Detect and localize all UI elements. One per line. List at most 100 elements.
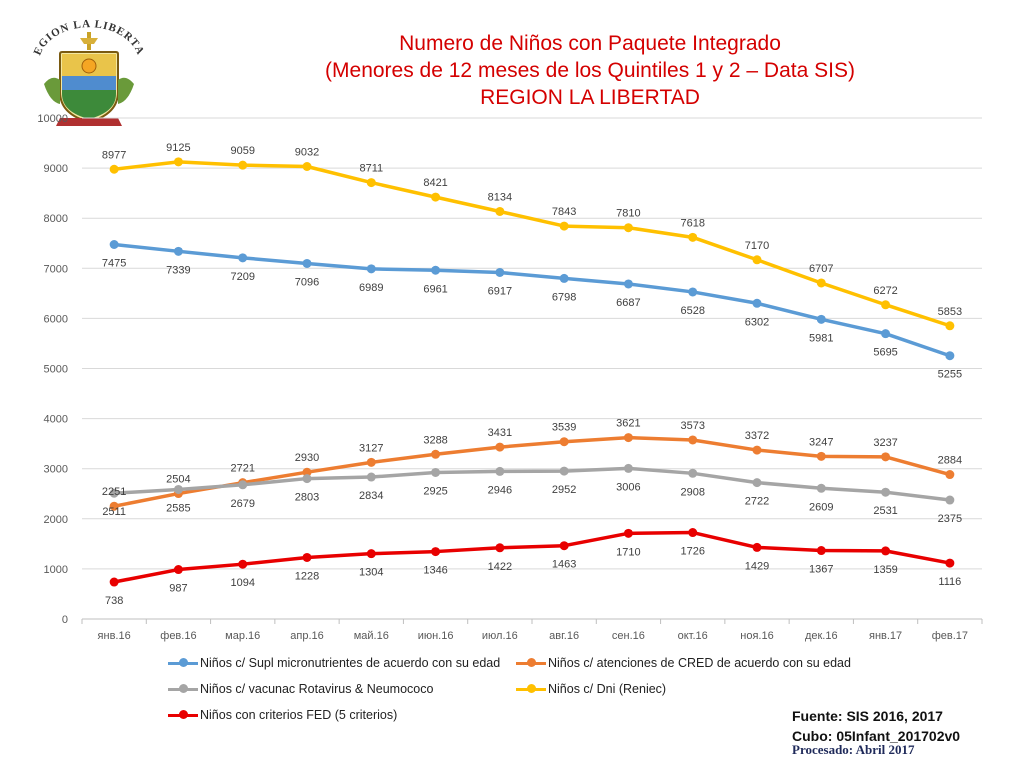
data-point bbox=[881, 452, 891, 462]
data-point bbox=[431, 265, 441, 275]
data-point bbox=[559, 466, 569, 476]
data-point bbox=[173, 565, 183, 575]
x-tick-label: май.16 bbox=[354, 630, 389, 642]
data-point bbox=[559, 273, 569, 283]
data-point bbox=[881, 300, 891, 310]
data-point bbox=[366, 457, 376, 467]
data-point bbox=[945, 495, 955, 505]
data-label: 2908 bbox=[680, 486, 704, 498]
legend-swatch bbox=[168, 710, 198, 719]
data-point bbox=[881, 546, 891, 556]
legend-item-fed: Niños con criterios FED (5 criterios) bbox=[168, 708, 397, 722]
data-label: 7810 bbox=[616, 208, 640, 220]
data-label: 2884 bbox=[938, 455, 962, 467]
data-label: 5853 bbox=[938, 306, 962, 318]
x-tick-label: апр.16 bbox=[290, 630, 323, 642]
data-label: 3431 bbox=[488, 427, 512, 439]
data-point bbox=[816, 278, 826, 288]
data-label: 8134 bbox=[488, 191, 512, 203]
data-point bbox=[366, 178, 376, 188]
x-tick-label: янв.16 bbox=[98, 630, 131, 642]
x-tick-label: янв.17 bbox=[869, 630, 902, 642]
data-label: 6687 bbox=[616, 297, 640, 309]
data-point bbox=[431, 192, 441, 202]
data-point bbox=[945, 470, 955, 480]
data-label: 2609 bbox=[809, 501, 833, 513]
data-point bbox=[109, 240, 119, 250]
data-label: 6707 bbox=[809, 263, 833, 275]
data-point bbox=[173, 157, 183, 167]
x-tick-label: дек.16 bbox=[805, 630, 838, 642]
data-label: 1429 bbox=[745, 560, 769, 572]
data-label: 8977 bbox=[102, 149, 126, 161]
x-tick-label: мар.16 bbox=[225, 630, 260, 642]
data-point bbox=[688, 232, 698, 242]
data-point bbox=[752, 255, 762, 265]
data-label: 3621 bbox=[616, 418, 640, 430]
data-label: 3006 bbox=[616, 481, 640, 493]
chart-legend: Niños c/ Supl micronutrientes de acuerdo… bbox=[168, 656, 888, 734]
y-tick-label: 10000 bbox=[37, 113, 68, 125]
data-label: 1346 bbox=[423, 565, 447, 577]
data-label: 5255 bbox=[938, 369, 962, 381]
data-label: 2834 bbox=[359, 490, 383, 502]
data-point bbox=[623, 223, 633, 233]
data-point bbox=[366, 264, 376, 274]
source-text: Fuente: SIS 2016, 2017 bbox=[792, 708, 943, 724]
series-line bbox=[113, 242, 951, 358]
data-point bbox=[109, 501, 119, 511]
data-point bbox=[366, 549, 376, 559]
legend-label: Niños c/ Supl micronutrientes de acuerdo… bbox=[200, 656, 501, 670]
data-label: 6961 bbox=[423, 283, 447, 295]
data-label: 738 bbox=[105, 595, 123, 607]
data-label: 2679 bbox=[230, 498, 254, 510]
data-label: 6989 bbox=[359, 282, 383, 294]
data-point bbox=[173, 484, 183, 494]
data-label: 6798 bbox=[552, 291, 576, 303]
data-point bbox=[495, 267, 505, 277]
data-label: 9032 bbox=[295, 146, 319, 158]
legend-swatch bbox=[516, 658, 546, 667]
series-line bbox=[114, 466, 951, 502]
line-chart: 0 1000 2000 3000 4000 5000 6000 7000 8000 9000 100… bbox=[37, 113, 983, 642]
data-label: 1422 bbox=[488, 561, 512, 573]
data-label: 2946 bbox=[488, 484, 512, 496]
data-label: 3573 bbox=[680, 420, 704, 432]
data-label: 2803 bbox=[295, 492, 319, 504]
data-point bbox=[945, 558, 955, 568]
data-point bbox=[688, 435, 698, 445]
y-tick-label: 9000 bbox=[44, 163, 68, 175]
processed-date: Procesado: Abril 2017 bbox=[792, 742, 915, 757]
series-line bbox=[113, 435, 951, 508]
series-group bbox=[109, 157, 955, 587]
data-label: 3288 bbox=[423, 434, 447, 446]
data-label: 6272 bbox=[873, 285, 897, 297]
data-point bbox=[495, 543, 505, 553]
data-label: 1710 bbox=[616, 546, 640, 558]
data-label: 1228 bbox=[295, 570, 319, 582]
data-point bbox=[752, 445, 762, 455]
data-point bbox=[559, 541, 569, 551]
y-tick-label: 7000 bbox=[44, 263, 68, 275]
data-label: 2952 bbox=[552, 484, 576, 496]
legend-label: Niños c/ vacunac Rotavirus & Neumococo bbox=[200, 682, 434, 696]
data-point bbox=[431, 449, 441, 459]
legend-item-supl: Niños c/ Supl micronutrientes de acuerdo… bbox=[168, 656, 500, 670]
data-point bbox=[688, 528, 698, 538]
data-point bbox=[623, 528, 633, 538]
gridlines bbox=[82, 117, 982, 620]
legend-label: Niños c/ Dni (Reniec) bbox=[548, 682, 667, 696]
data-point bbox=[238, 253, 248, 263]
y-tick-label: 8000 bbox=[44, 213, 68, 225]
data-label: 3372 bbox=[745, 430, 769, 442]
data-label: 2251 bbox=[102, 486, 126, 498]
data-point bbox=[431, 547, 441, 557]
source-note: Fuente: SIS 2016, 2017 Cubo: 05Infant_20… bbox=[792, 706, 960, 746]
x-tick-label: окт.16 bbox=[678, 630, 708, 642]
y-tick-label: 6000 bbox=[44, 313, 68, 325]
data-label: 7843 bbox=[552, 206, 576, 218]
data-label: 2721 bbox=[230, 463, 254, 475]
data-label: 1463 bbox=[552, 559, 576, 571]
data-point bbox=[623, 279, 633, 289]
data-point bbox=[688, 287, 698, 297]
